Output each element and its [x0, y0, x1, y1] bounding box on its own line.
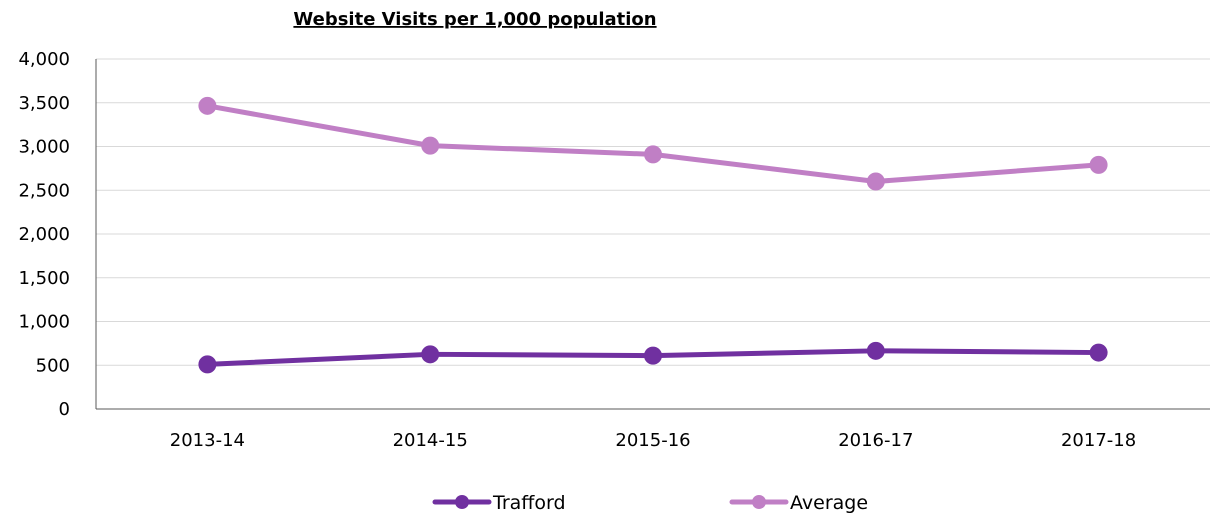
y-axis-tick-labels: 0 500 1,000 1,500 2,000 2,500 3,000 3,500 4,000 [18, 49, 70, 420]
data-point-trafford [421, 345, 440, 364]
x-tick-label: 2016-17 [838, 430, 913, 451]
legend-label-trafford: Trafford [492, 492, 566, 514]
series-line-average [204, 103, 1102, 184]
chart-title: Website Visits per 1,000 population [293, 9, 656, 30]
data-point-average [421, 136, 440, 155]
legend-swatch-marker [752, 495, 766, 509]
legend-swatch-marker [455, 495, 469, 509]
data-point-average [198, 96, 217, 115]
y-tick-label: 0 [59, 399, 70, 420]
y-tick-label: 4,000 [18, 49, 70, 70]
axes [95, 59, 1210, 410]
series-lines [198, 96, 1108, 374]
legend-label-average: Average [790, 492, 868, 514]
y-tick-label: 3,500 [18, 93, 70, 114]
y-tick-label: 2,000 [18, 224, 70, 245]
y-tick-label: 1,500 [18, 268, 70, 289]
gridlines [96, 58, 1210, 366]
y-tick-label: 3,000 [18, 137, 70, 158]
data-point-trafford [644, 346, 662, 365]
data-point-trafford [198, 355, 217, 374]
data-point-average [866, 172, 885, 191]
data-point-trafford [866, 341, 885, 360]
data-point-average [1089, 155, 1108, 174]
y-tick-label: 2,500 [18, 180, 70, 201]
x-tick-label: 2015-16 [615, 430, 690, 451]
x-tick-label: 2014-15 [393, 430, 468, 451]
data-point-trafford [1089, 343, 1108, 362]
x-axis-tick-labels: 2013-14 2014-15 2015-16 2016-17 2017-18 [170, 430, 1136, 451]
y-tick-label: 1,000 [18, 312, 70, 333]
data-point-average [644, 145, 662, 164]
legend: Trafford Average [432, 492, 868, 514]
y-tick-label: 500 [36, 355, 70, 376]
x-tick-label: 2013-14 [170, 430, 245, 451]
x-tick-label: 2017-18 [1061, 430, 1136, 451]
